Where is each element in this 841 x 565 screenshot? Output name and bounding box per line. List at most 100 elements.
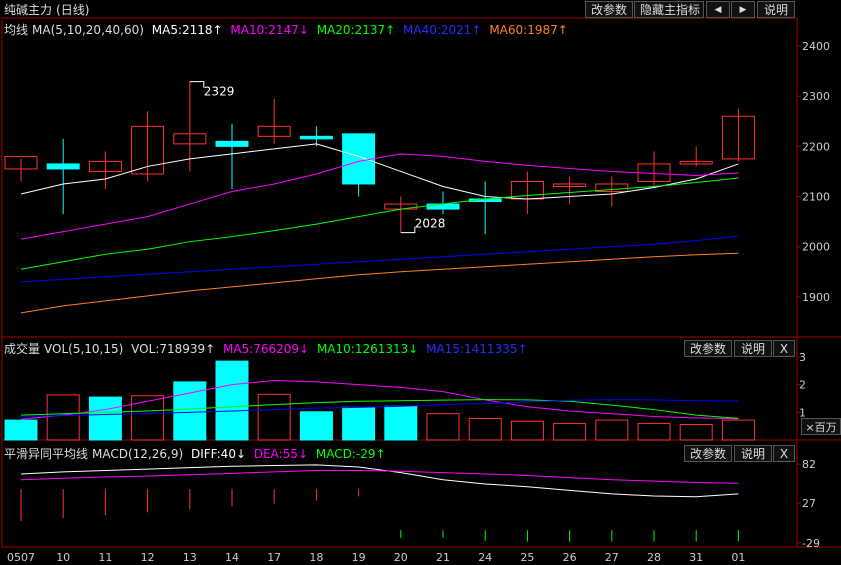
y-tick-label: 2300	[802, 90, 830, 103]
x-tick-label: 18	[309, 551, 323, 564]
x-tick-label: 01	[731, 551, 745, 564]
candle-body	[131, 125, 165, 175]
macd-line-dea	[20, 470, 739, 484]
candle-body	[595, 183, 629, 193]
vol-ma-line-ma10	[20, 399, 739, 419]
ma40-value: MA40:2021↑	[403, 23, 482, 37]
ma60-value: MA60:1987↑	[489, 23, 568, 37]
volume-bar	[384, 405, 418, 441]
candle-body	[4, 155, 38, 170]
volume-bar	[46, 394, 80, 441]
candle-body	[679, 160, 713, 165]
vol-ma10-value: MA10:1261313↓	[316, 342, 419, 356]
vol-ma-line-ma5	[20, 380, 739, 420]
vol-change-params-button[interactable]: 改参数	[684, 340, 732, 357]
dea-value: DEA:55↓	[253, 447, 309, 461]
volume-bar	[173, 381, 207, 441]
volume-bar	[468, 417, 502, 441]
vol-ma15-value: MA15:1411335↑	[426, 342, 528, 356]
x-tick-label: 11	[98, 551, 112, 564]
ma20-value: MA20:2137↑	[316, 23, 396, 37]
macd-legend: 平滑异同平均线 MACD(12,26,9) DIFF:40↓ DEA:55↓ MA…	[4, 445, 390, 462]
ma-label: 均线	[4, 23, 29, 37]
arrow-left-icon[interactable]: ◀	[706, 1, 730, 18]
vol-def: VOL(5,10,15)	[44, 342, 124, 356]
instrument-title: 纯碱主力 (日线)	[4, 1, 93, 18]
help-button[interactable]: 说明	[757, 1, 795, 18]
candle-body	[342, 133, 376, 185]
vol-unit-badge: ×百万	[801, 418, 841, 435]
y-tick-label: 2200	[802, 140, 830, 153]
macd-close-icon[interactable]: X	[773, 445, 795, 462]
candle-body	[257, 125, 291, 137]
macd-change-params-button[interactable]: 改参数	[684, 445, 732, 462]
candle-body	[426, 203, 460, 210]
volume-bar	[215, 360, 249, 441]
x-tick-label: 14	[225, 551, 239, 564]
ma-line-ma60	[20, 252, 739, 314]
vol-help-button[interactable]: 说明	[734, 340, 772, 357]
x-tick-label: 24	[478, 551, 492, 564]
y-tick-label: 2000	[802, 241, 830, 254]
macd-line-diff	[20, 464, 739, 498]
volume-bar	[342, 406, 376, 441]
candle-body	[299, 135, 333, 140]
macd-help-button[interactable]: 说明	[734, 445, 772, 462]
x-tick-label: 19	[352, 551, 366, 564]
volume-bar	[553, 422, 587, 441]
vol-label: 成交量	[4, 342, 41, 356]
y-tick-label: 1	[799, 406, 806, 419]
y-tick-label: 1900	[802, 291, 830, 304]
volume-bar	[4, 419, 38, 441]
volume-bar	[257, 393, 291, 441]
macd-label: 平滑异同平均线	[4, 447, 89, 461]
vol-ma5-value: MA5:766209↓	[223, 342, 310, 356]
candle-body	[46, 163, 80, 170]
volume-bar	[679, 424, 713, 441]
x-tick-label: 31	[689, 551, 703, 564]
macd-def: MACD(12,26,9)	[92, 447, 184, 461]
x-tick-label: 20	[394, 551, 408, 564]
candle-body	[215, 140, 249, 147]
volume-bar	[426, 413, 460, 441]
vol-value: VOL:718939↑	[131, 342, 216, 356]
ma-line-ma20	[20, 177, 739, 270]
y-tick-label: 3	[799, 351, 806, 364]
x-tick-label: 12	[141, 551, 155, 564]
x-tick-label: 28	[647, 551, 661, 564]
y-tick-label: 27	[802, 497, 816, 510]
diff-value: DIFF:40↓	[190, 447, 247, 461]
x-tick-label: 27	[605, 551, 619, 564]
candle-body	[88, 160, 122, 172]
ma10-value: MA10:2147↓	[230, 23, 309, 37]
extreme-marker	[400, 226, 416, 234]
y-tick-label: 2100	[802, 191, 830, 204]
volume-bar	[595, 419, 629, 441]
extreme-marker	[189, 81, 205, 88]
ma-def: MA(5,10,20,40,60)	[32, 23, 144, 37]
ma5-value: MA5:2118↑	[151, 23, 223, 37]
change-params-button[interactable]: 改参数	[585, 1, 633, 18]
vol-ma-line-ma15	[20, 399, 739, 417]
ma-line-ma10	[20, 153, 739, 240]
ma-line-ma40	[20, 235, 739, 283]
x-tick-label: 0507	[7, 551, 35, 564]
x-tick-label: 25	[520, 551, 534, 564]
hide-indicator-button[interactable]: 隐藏主指标	[634, 1, 704, 18]
extreme-label: 2329	[204, 85, 235, 99]
volume-bar	[131, 395, 165, 441]
volume-bar	[510, 420, 544, 441]
arrow-right-icon[interactable]: ▶	[731, 1, 755, 18]
y-tick-label: 2400	[802, 40, 830, 53]
candle-body	[173, 133, 207, 145]
candle-body	[553, 183, 587, 188]
candle-body	[721, 115, 755, 160]
y-tick-label: 82	[802, 458, 816, 471]
vol-legend: 成交量 VOL(5,10,15) VOL:718939↑ MA5:766209↓ …	[4, 340, 532, 357]
y-tick-label: 2	[799, 379, 806, 392]
x-tick-label: 10	[56, 551, 70, 564]
x-tick-label: 26	[563, 551, 577, 564]
vol-close-icon[interactable]: X	[773, 340, 795, 357]
x-tick-label: 21	[436, 551, 450, 564]
